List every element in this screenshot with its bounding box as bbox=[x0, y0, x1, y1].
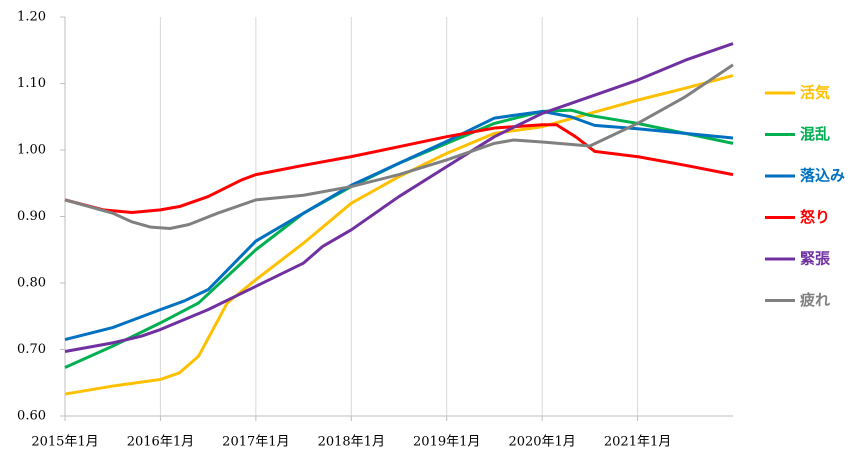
legend-label: 緊張 bbox=[800, 250, 831, 268]
series-line bbox=[64, 74, 734, 396]
series-line bbox=[64, 63, 734, 230]
series-line bbox=[64, 42, 734, 353]
x-tick-label: 2015年1月 bbox=[31, 435, 98, 450]
y-tick-label: 0.80 bbox=[17, 276, 46, 291]
legend-label: 落込み bbox=[800, 167, 845, 185]
series-line bbox=[64, 123, 734, 215]
legend-label: 疲れ bbox=[800, 291, 830, 309]
y-tick-label: 1.20 bbox=[17, 10, 46, 25]
y-tick-label: 1.00 bbox=[17, 143, 46, 158]
x-tick-label: 2018年1月 bbox=[318, 435, 385, 450]
y-tick-label: 0.70 bbox=[17, 342, 46, 357]
legend-label: 活気 bbox=[800, 84, 830, 102]
legend-label: 怒り bbox=[800, 208, 830, 226]
legend-label: 混乱 bbox=[800, 125, 830, 143]
series-line bbox=[64, 109, 734, 341]
y-tick-label: 0.90 bbox=[17, 209, 46, 224]
x-tick-label: 2017年1月 bbox=[222, 435, 289, 450]
y-tick-label: 0.60 bbox=[17, 409, 46, 424]
y-tick-label: 1.10 bbox=[17, 76, 46, 91]
x-tick-label: 2021年1月 bbox=[604, 435, 671, 450]
x-tick-label: 2020年1月 bbox=[508, 435, 575, 450]
x-tick-label: 2019年1月 bbox=[413, 435, 480, 450]
x-tick-label: 2016年1月 bbox=[127, 435, 194, 450]
